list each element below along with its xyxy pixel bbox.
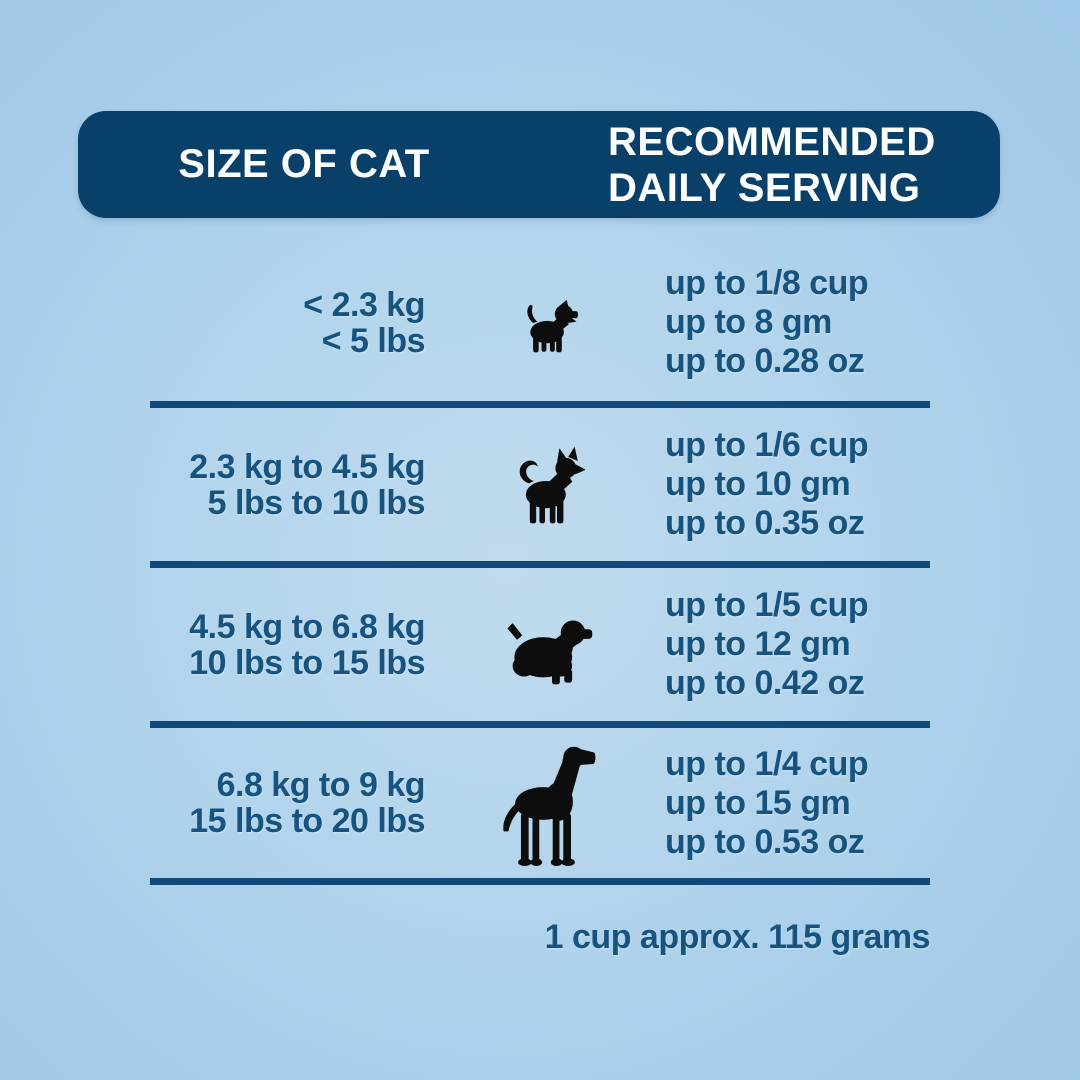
size-metric: 6.8 kg to 9 kg xyxy=(216,766,426,804)
size-metric: 2.3 kg to 4.5 kg xyxy=(189,447,425,486)
dog-cell xyxy=(425,740,665,867)
serving-cup: up to 1/6 cup xyxy=(665,426,869,464)
serving-oz: up to 0.42 oz xyxy=(665,664,865,702)
dog-cell xyxy=(425,288,665,358)
size-cell: < 2.3 kg < 5 lbs xyxy=(150,287,425,359)
serving-column-header: RECOMMENDED DAILY SERVING xyxy=(530,119,1000,211)
table-row: 6.8 kg to 9 kg 15 lbs to 20 lbs xyxy=(150,728,930,885)
serving-gm: up to 12 gm xyxy=(665,625,851,663)
size-cell: 2.3 kg to 4.5 kg 5 lbs to 10 lbs xyxy=(150,449,425,521)
size-cell: 6.8 kg to 9 kg 15 lbs to 20 lbs xyxy=(150,767,425,839)
small-dog-icon xyxy=(527,299,578,352)
serving-cell: up to 1/4 cup up to 15 gm up to 0.53 oz xyxy=(665,745,930,862)
size-metric: < 2.3 kg xyxy=(303,285,425,324)
serving-gm: up to 15 gm xyxy=(665,783,851,822)
table-row: 4.5 kg to 6.8 kg 10 lbs to 15 lbs xyxy=(150,568,930,728)
serving-cell: up to 1/8 cup up to 8 gm up to 0.28 oz xyxy=(665,264,930,381)
serving-oz: up to 0.28 oz xyxy=(665,342,865,380)
large-dog-icon xyxy=(503,746,596,866)
serving-cell: up to 1/6 cup up to 10 gm up to 0.35 oz xyxy=(665,426,930,543)
size-column-header: SIZE OF CAT xyxy=(78,142,530,187)
footer-note: 1 cup approx. 115 grams xyxy=(150,885,931,957)
table-header: SIZE OF CAT RECOMMENDED DAILY SERVING xyxy=(78,111,1000,218)
size-imperial: 10 lbs to 15 lbs xyxy=(189,643,425,682)
serving-cup: up to 1/5 cup xyxy=(665,586,869,624)
dog-cell xyxy=(425,440,665,530)
medium-dog-icon xyxy=(519,446,585,523)
serving-oz: up to 0.53 oz xyxy=(665,822,865,861)
serving-column-title-line1: RECOMMENDED xyxy=(608,119,936,164)
table-row: < 2.3 kg < 5 lbs xyxy=(150,216,930,408)
serving-oz: up to 0.35 oz xyxy=(665,504,865,542)
serving-gm: up to 8 gm xyxy=(665,303,832,341)
feeding-table: < 2.3 kg < 5 lbs xyxy=(150,216,931,957)
size-imperial: 15 lbs to 20 lbs xyxy=(189,802,425,840)
serving-column-title-line2: DAILY SERVING xyxy=(608,165,921,210)
serving-cup: up to 1/4 cup xyxy=(665,744,869,783)
fluffy-dog-icon xyxy=(507,620,593,684)
size-imperial: 5 lbs to 10 lbs xyxy=(207,483,426,522)
size-cell: 4.5 kg to 6.8 kg 10 lbs to 15 lbs xyxy=(150,609,425,681)
size-metric: 4.5 kg to 6.8 kg xyxy=(189,607,425,646)
serving-gm: up to 10 gm xyxy=(665,465,851,503)
size-column-title: SIZE OF CAT xyxy=(178,142,430,186)
size-imperial: < 5 lbs xyxy=(321,321,426,360)
serving-cup: up to 1/8 cup xyxy=(665,264,869,302)
table-row: 2.3 kg to 4.5 kg 5 lbs to 10 lbs xyxy=(150,408,930,568)
cup-weight-note: 1 cup approx. 115 grams xyxy=(544,918,931,956)
dog-cell xyxy=(425,601,665,689)
serving-cell: up to 1/5 cup up to 12 gm up to 0.42 oz xyxy=(665,586,930,703)
